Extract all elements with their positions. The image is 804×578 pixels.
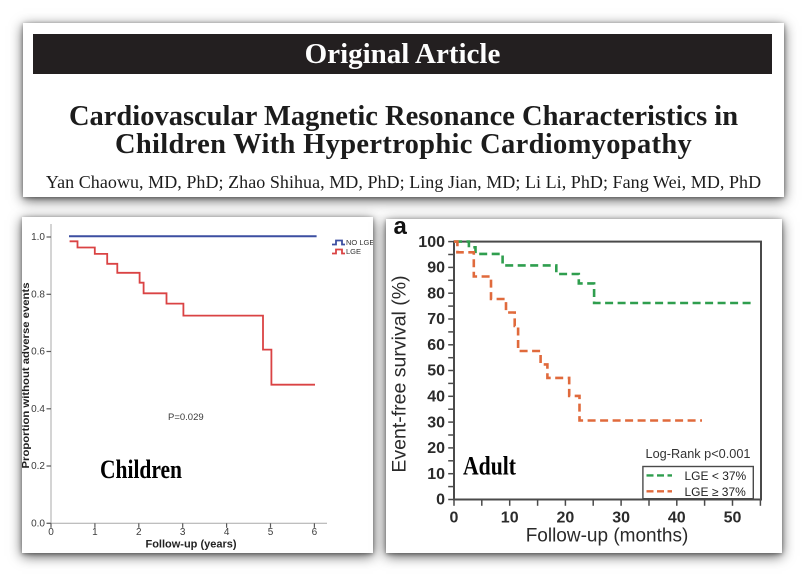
svg-text:0.0: 0.0 xyxy=(31,519,45,530)
svg-text:Log-Rank p<0.001: Log-Rank p<0.001 xyxy=(646,446,751,461)
svg-text:60: 60 xyxy=(427,337,445,354)
svg-text:a: a xyxy=(394,219,408,240)
svg-text:NO LGE: NO LGE xyxy=(346,238,373,247)
svg-text:0.6: 0.6 xyxy=(31,347,45,358)
svg-text:Follow-up (years): Follow-up (years) xyxy=(145,539,236,551)
svg-text:5: 5 xyxy=(268,527,274,538)
svg-text:Children: Children xyxy=(100,455,182,484)
svg-text:P=0.029: P=0.029 xyxy=(168,412,204,423)
svg-text:LGE: LGE xyxy=(346,247,361,256)
svg-text:10: 10 xyxy=(427,466,445,483)
svg-text:LGE < 37%: LGE < 37% xyxy=(685,469,747,483)
svg-text:20: 20 xyxy=(557,510,575,527)
svg-text:0.4: 0.4 xyxy=(31,404,45,415)
svg-text:0.2: 0.2 xyxy=(31,461,45,472)
svg-text:Follow-up (months): Follow-up (months) xyxy=(526,526,689,547)
svg-text:Proportion without adverse eve: Proportion without adverse events xyxy=(22,282,32,468)
svg-text:LGE ≥ 37%: LGE ≥ 37% xyxy=(685,485,747,499)
svg-text:0.8: 0.8 xyxy=(31,290,45,301)
svg-text:0: 0 xyxy=(48,527,54,538)
svg-text:30: 30 xyxy=(612,510,630,527)
svg-text:100: 100 xyxy=(418,234,445,251)
svg-text:50: 50 xyxy=(427,363,445,380)
svg-text:40: 40 xyxy=(668,510,686,527)
svg-text:2: 2 xyxy=(136,527,142,538)
svg-text:40: 40 xyxy=(427,389,445,406)
svg-text:0: 0 xyxy=(450,510,459,527)
svg-text:30: 30 xyxy=(427,414,445,431)
svg-text:70: 70 xyxy=(427,311,445,328)
svg-text:0: 0 xyxy=(436,492,445,509)
svg-text:1.0: 1.0 xyxy=(31,232,45,243)
svg-text:10: 10 xyxy=(501,510,519,527)
svg-text:20: 20 xyxy=(427,440,445,457)
svg-text:Event-free survival (%): Event-free survival (%) xyxy=(389,275,411,472)
svg-text:90: 90 xyxy=(427,260,445,277)
svg-text:50: 50 xyxy=(724,510,742,527)
svg-text:80: 80 xyxy=(427,285,445,302)
svg-text:4: 4 xyxy=(224,527,230,538)
svg-text:Adult: Adult xyxy=(463,451,516,480)
svg-text:6: 6 xyxy=(312,527,318,538)
svg-text:3: 3 xyxy=(180,527,186,538)
svg-text:1: 1 xyxy=(92,527,98,538)
